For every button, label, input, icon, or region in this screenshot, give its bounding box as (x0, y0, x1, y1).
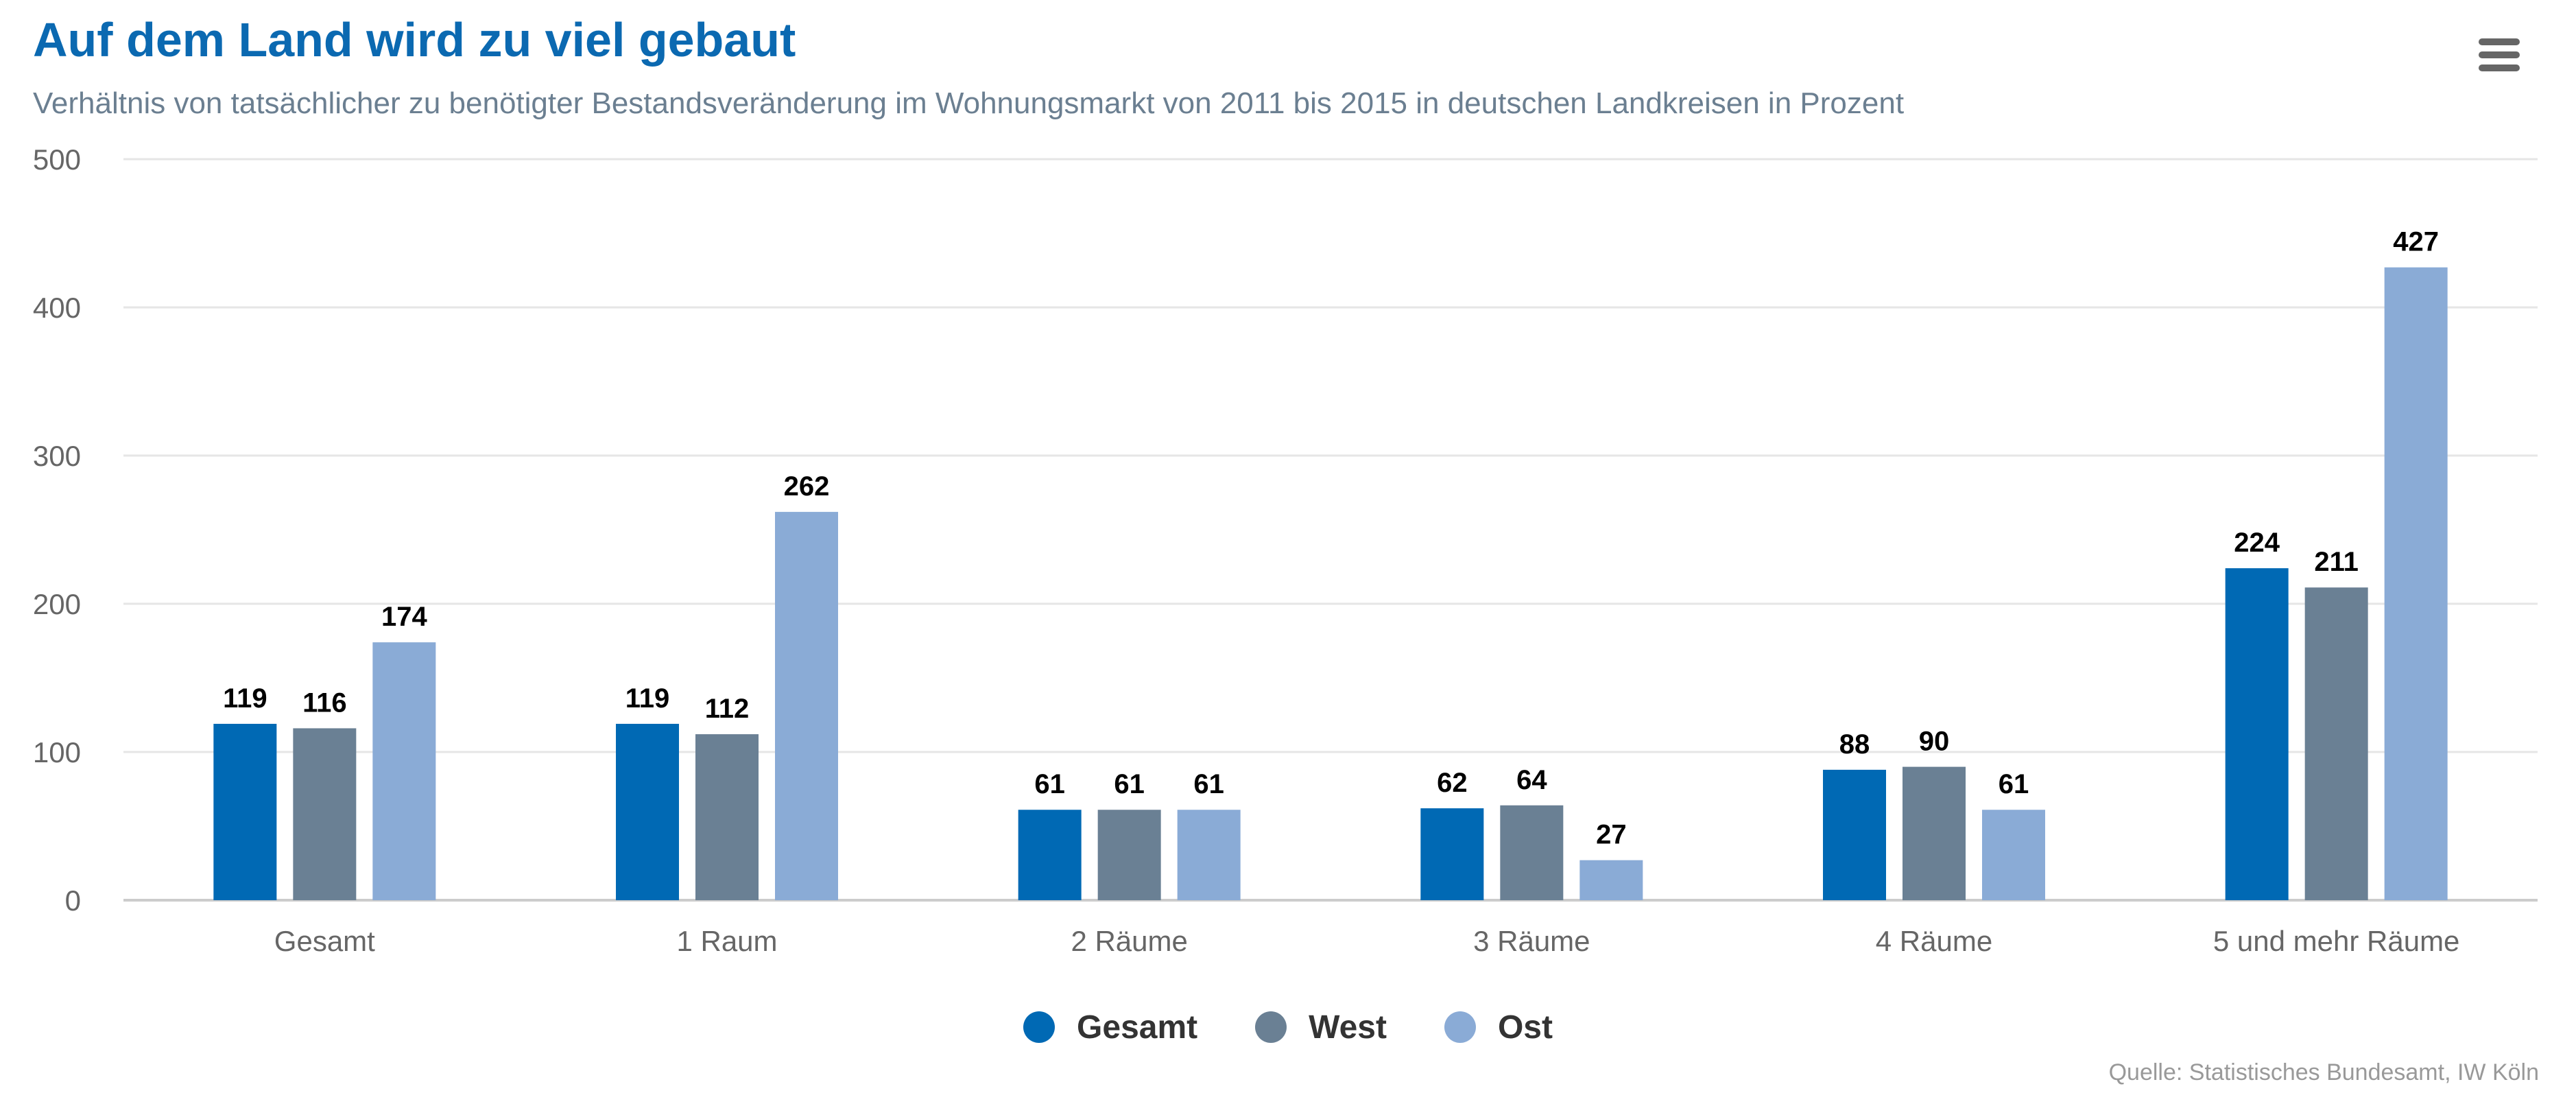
data-label: 119 (625, 683, 670, 714)
x-tick-label: 3 Räume (1473, 925, 1590, 957)
hamburger-menu-icon (2479, 64, 2520, 71)
bar-gesamt (213, 723, 277, 900)
data-label: 62 (1437, 768, 1468, 798)
data-label: 27 (1596, 820, 1627, 850)
bar-gesamt (616, 723, 679, 900)
data-label: 262 (784, 471, 830, 502)
bar-ost (1982, 810, 2045, 900)
legend-swatch-west (1255, 1011, 1287, 1043)
bar-chart: 0 100 200 300 400 500 119 116 174 Gesamt 119 112 262… (33, 143, 2538, 957)
bar-west (695, 734, 759, 900)
x-tick-label: 2 Räume (1071, 925, 1187, 957)
legend-item-gesamt[interactable]: Gesamt (1023, 1009, 1197, 1046)
y-tick-label: 200 (33, 588, 81, 620)
hamburger-menu-icon (2479, 51, 2520, 58)
hamburger-menu-icon (2479, 38, 2520, 45)
legend-label-west: West (1309, 1009, 1387, 1046)
data-label: 427 (2393, 227, 2439, 257)
data-label: 90 (1919, 727, 1950, 757)
bar-west (1097, 810, 1161, 900)
chart-legend: Gesamt West Ost (0, 1003, 2576, 1051)
data-label: 61 (1114, 769, 1145, 799)
data-label: 119 (223, 683, 267, 714)
data-label: 88 (1839, 729, 1870, 760)
bar-ost (1177, 810, 1241, 900)
data-label: 174 (381, 602, 427, 632)
chart-subtitle: Verhältnis von tatsächlicher zu benötigt… (33, 86, 1905, 120)
data-label: 112 (705, 694, 750, 724)
data-label: 61 (1999, 769, 2029, 799)
legend-label-gesamt: Gesamt (1077, 1009, 1198, 1046)
bar-west (1903, 766, 1966, 900)
x-tick-label: 5 und mehr Räume (2213, 925, 2460, 957)
bar-ost (372, 642, 436, 900)
legend-swatch-ost (1444, 1011, 1476, 1043)
legend-swatch-gesamt (1023, 1011, 1056, 1043)
bar-gesamt (1420, 808, 1484, 900)
bar-ost (1579, 860, 1643, 900)
x-tick-label: 4 Räume (1876, 925, 1992, 957)
y-tick-label: 400 (33, 292, 81, 324)
legend-item-ost[interactable]: Ost (1444, 1009, 1553, 1046)
bar-gesamt (1823, 769, 1886, 900)
bar-west (293, 728, 357, 900)
chart-menu-button[interactable] (2470, 32, 2528, 80)
x-tick-label: 1 Raum (676, 925, 777, 957)
bar-ost (2384, 267, 2448, 900)
data-label: 61 (1034, 769, 1065, 799)
y-tick-label: 500 (33, 143, 81, 176)
bar-west (1500, 805, 1564, 900)
bar-gesamt (1018, 810, 1082, 900)
chart-title: Auf dem Land wird zu viel gebaut (33, 13, 796, 67)
data-label: 211 (2314, 547, 2359, 577)
data-label: 61 (1193, 769, 1224, 799)
y-tick-label: 300 (33, 440, 81, 472)
x-tick-label: Gesamt (274, 925, 375, 957)
source-note: Quelle: Statistisches Bundesamt, IW Köln (2108, 1059, 2539, 1085)
y-tick-label: 100 (33, 736, 81, 768)
data-label: 224 (2234, 528, 2280, 558)
legend-label-ost: Ost (1497, 1009, 1553, 1046)
bar-gesamt (2225, 568, 2289, 900)
legend-item-west[interactable]: West (1255, 1009, 1387, 1046)
bar-ost (775, 512, 838, 900)
y-tick-label: 0 (65, 884, 81, 917)
data-label: 64 (1516, 765, 1547, 795)
bar-west (2304, 587, 2368, 900)
data-label: 116 (302, 687, 347, 718)
